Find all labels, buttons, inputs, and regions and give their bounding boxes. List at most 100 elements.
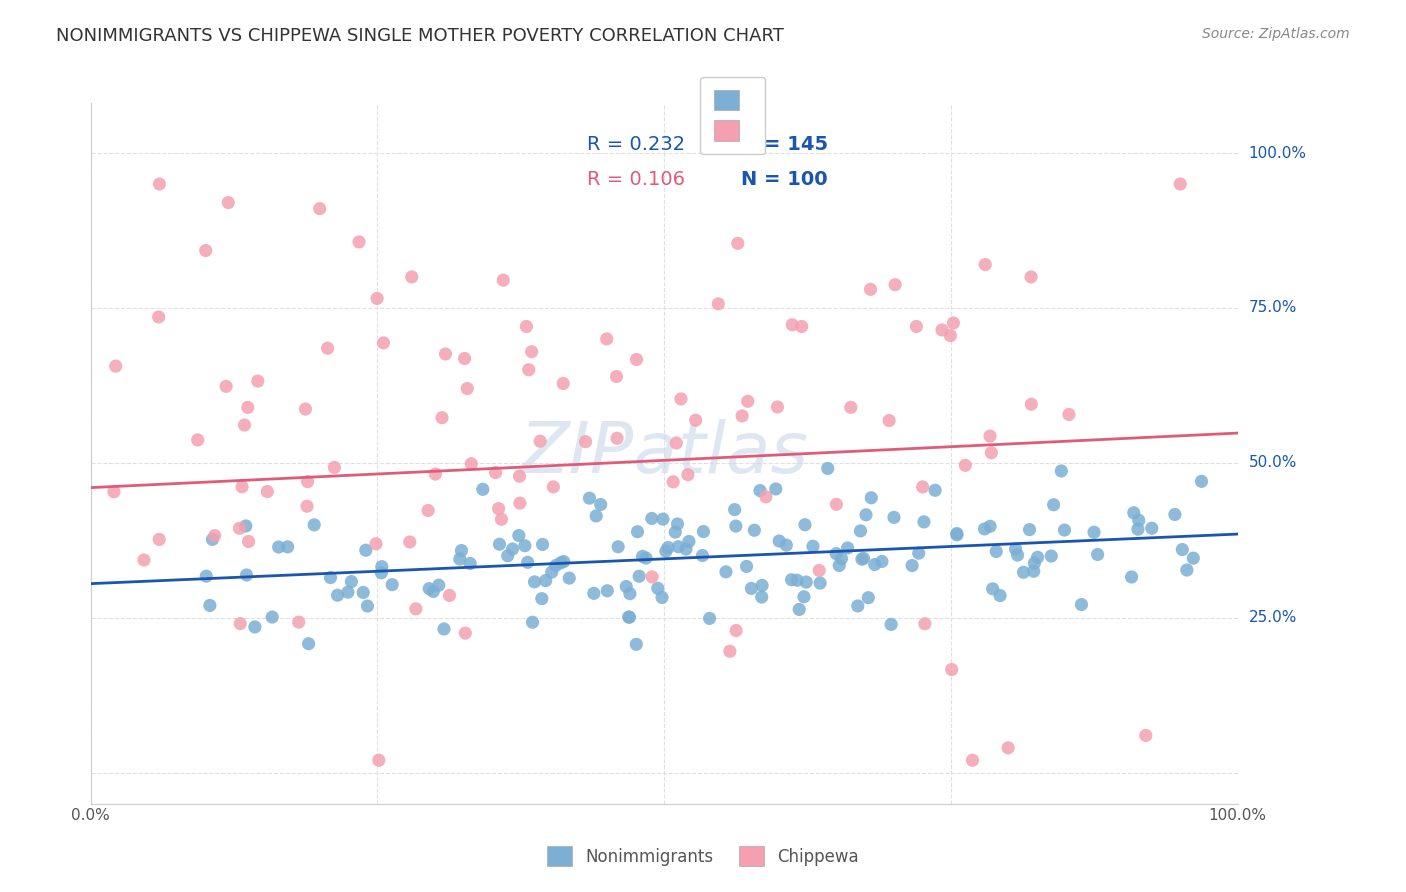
Point xyxy=(471,483,494,497)
Point xyxy=(530,591,553,606)
Point xyxy=(780,318,803,332)
Point xyxy=(422,584,444,599)
Point xyxy=(340,574,363,589)
Point xyxy=(675,542,697,557)
Point xyxy=(243,620,266,634)
Point xyxy=(148,310,170,324)
Point xyxy=(277,540,299,554)
Point xyxy=(103,484,125,499)
Point xyxy=(496,549,519,563)
Point xyxy=(430,410,453,425)
Point xyxy=(924,483,946,498)
Point xyxy=(1175,563,1198,577)
Point xyxy=(364,537,387,551)
Point xyxy=(692,549,714,563)
Point xyxy=(453,351,475,366)
Point xyxy=(370,566,392,580)
Point xyxy=(1087,548,1109,562)
Point xyxy=(912,515,935,529)
Point xyxy=(256,484,278,499)
Point xyxy=(508,528,530,542)
Point xyxy=(744,523,766,537)
Point xyxy=(855,508,877,522)
Point xyxy=(828,558,851,573)
Point xyxy=(356,599,378,613)
Point xyxy=(398,535,420,549)
Point xyxy=(801,539,824,553)
Point xyxy=(980,446,1002,460)
Point xyxy=(215,379,238,393)
Point xyxy=(228,521,250,535)
Point xyxy=(425,467,447,481)
Point xyxy=(905,319,928,334)
Point xyxy=(884,277,907,292)
Point xyxy=(326,588,349,602)
Point xyxy=(1171,542,1194,557)
Point xyxy=(666,516,689,531)
Point xyxy=(373,335,395,350)
Point xyxy=(517,363,540,377)
Point xyxy=(502,542,524,557)
Point xyxy=(740,582,762,596)
Point xyxy=(148,177,170,191)
Point xyxy=(596,332,619,346)
Point xyxy=(817,461,839,475)
Point xyxy=(578,491,600,505)
Point xyxy=(231,480,253,494)
Point xyxy=(104,359,127,373)
Point xyxy=(371,559,394,574)
Point xyxy=(860,491,883,505)
Point xyxy=(825,547,848,561)
Point xyxy=(1050,464,1073,478)
Point xyxy=(354,543,377,558)
Point xyxy=(751,578,773,592)
Point xyxy=(830,551,852,566)
Point xyxy=(839,401,862,415)
Point xyxy=(852,551,875,566)
Point xyxy=(540,565,562,579)
Point xyxy=(652,512,675,526)
Point xyxy=(1042,498,1064,512)
Point xyxy=(988,589,1011,603)
Point xyxy=(946,528,969,542)
Point xyxy=(685,413,707,427)
Point xyxy=(1019,269,1042,284)
Point xyxy=(434,347,457,361)
Point xyxy=(628,569,651,583)
Point xyxy=(607,540,630,554)
Point xyxy=(509,496,531,510)
Point xyxy=(529,434,551,449)
Point xyxy=(751,590,773,604)
Point xyxy=(558,571,581,585)
Point xyxy=(997,740,1019,755)
Point xyxy=(553,555,575,569)
Point xyxy=(1182,551,1205,566)
Point xyxy=(1140,521,1163,535)
Point xyxy=(651,591,673,605)
Point xyxy=(662,475,685,489)
Point xyxy=(1053,523,1076,537)
Point xyxy=(676,467,699,482)
Point xyxy=(626,352,648,367)
Point xyxy=(553,376,575,391)
Point xyxy=(458,557,481,571)
Point xyxy=(204,528,226,542)
Point xyxy=(986,544,1008,558)
Point xyxy=(941,663,963,677)
Point xyxy=(456,382,478,396)
Point xyxy=(794,517,817,532)
Point xyxy=(217,195,239,210)
Point xyxy=(1070,598,1092,612)
Point xyxy=(198,599,221,613)
Point xyxy=(1012,566,1035,580)
Point xyxy=(626,637,648,651)
Point xyxy=(449,552,471,566)
Point xyxy=(851,552,873,566)
Point xyxy=(367,753,389,767)
Point xyxy=(749,483,772,498)
Point xyxy=(460,457,482,471)
Point xyxy=(523,574,546,589)
Point xyxy=(605,369,627,384)
Point xyxy=(366,292,388,306)
Point xyxy=(678,534,700,549)
